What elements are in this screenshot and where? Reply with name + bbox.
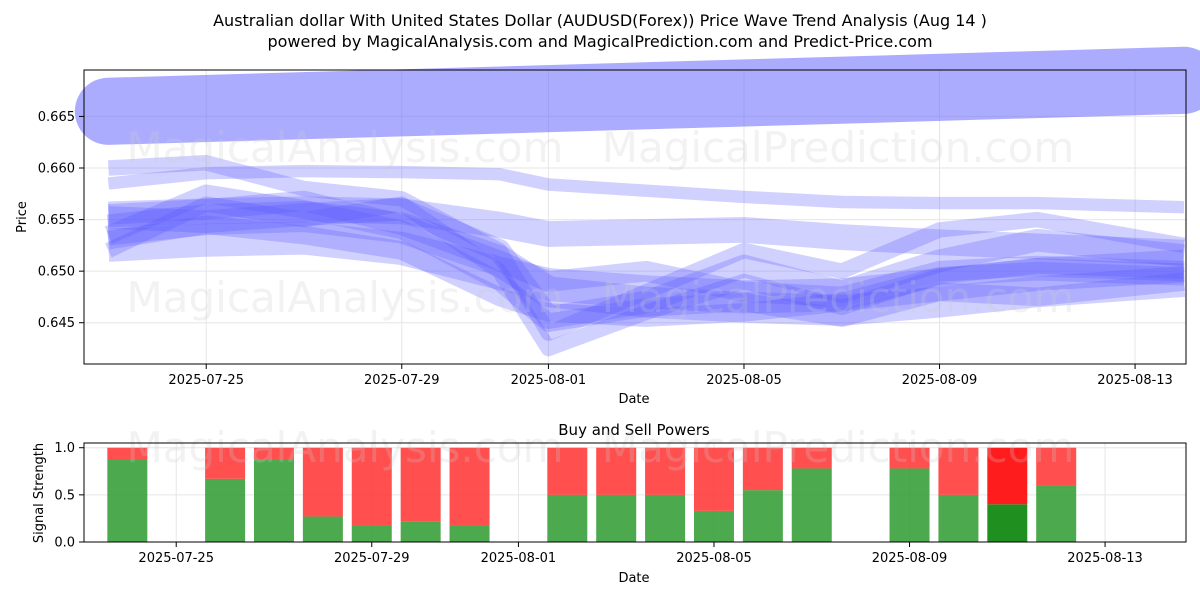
price-wave-series — [107, 190, 1185, 308]
price-wave-series — [74, 46, 1200, 145]
watermark-right: MagicalPrediction.com — [602, 123, 1075, 172]
watermark-left-2: MagicalAnalysis.com — [127, 273, 564, 322]
sell-bar — [645, 447, 686, 495]
buy-bar — [742, 490, 783, 542]
price-wave-series — [107, 196, 1185, 266]
buy-bar — [400, 521, 441, 542]
power-y-tick-label: 0.5 — [54, 488, 75, 503]
buy-bar — [987, 504, 1028, 542]
sell-bar — [1036, 447, 1077, 486]
price-x-tick-label: 2025-08-09 — [902, 373, 978, 388]
power-x-tick-label: 2025-08-05 — [676, 551, 752, 566]
buy-bar — [547, 494, 588, 542]
price-x-tick-label: 2025-08-13 — [1097, 373, 1173, 388]
price-x-tick-label: 2025-07-25 — [168, 373, 244, 388]
watermark-right-3: MagicalPrediction.com — [602, 423, 1075, 472]
power-y-tick-label: 0.0 — [54, 536, 75, 551]
sell-bar — [791, 447, 832, 469]
power-x-tick-label: 2025-08-01 — [481, 551, 557, 566]
buy-bar — [596, 494, 637, 542]
sell-bar — [987, 447, 1028, 505]
sell-bar — [693, 447, 734, 511]
buy-bar — [449, 525, 490, 542]
sell-bar — [596, 447, 637, 495]
power-chart-title: Buy and Sell Powers — [558, 421, 710, 439]
price-plot-frame — [83, 69, 1187, 365]
sell-bar — [302, 447, 343, 517]
power-y-axis-label: Signal Strength — [32, 443, 47, 543]
sell-bar — [351, 447, 392, 526]
power-bars — [107, 447, 1077, 542]
price-y-tick-label: 0.650 — [38, 265, 75, 280]
power-plot-frame — [83, 442, 1187, 543]
sell-bar — [400, 447, 441, 522]
price-wave-series — [107, 221, 1185, 314]
price-x-tick-label: 2025-08-01 — [511, 373, 587, 388]
chart-title-line1: Australian dollar With United States Dol… — [213, 11, 987, 30]
buy-bar — [1036, 485, 1077, 542]
price-y-tick-label: 0.655 — [38, 213, 75, 228]
buy-bar — [791, 468, 832, 542]
buy-bar — [302, 516, 343, 542]
price-x-tick-label: 2025-07-29 — [364, 373, 440, 388]
price-x-axis-label: Date — [618, 392, 649, 407]
buy-bar — [253, 459, 294, 542]
sell-bar — [205, 447, 246, 479]
price-y-tick-label: 0.665 — [38, 110, 75, 125]
power-y-tick-label: 1.0 — [54, 441, 75, 456]
price-waves — [74, 46, 1200, 357]
buy-bar — [645, 494, 686, 542]
buy-bar — [205, 478, 246, 542]
price-y-axis-label: Price — [15, 201, 30, 233]
buy-bar — [351, 525, 392, 542]
sell-bar — [742, 447, 783, 491]
price-wave-series — [107, 164, 1185, 214]
watermark-right-2: MagicalPrediction.com — [602, 273, 1075, 322]
power-x-tick-label: 2025-08-13 — [1067, 551, 1143, 566]
buy-bar — [107, 459, 148, 542]
chart-title-line2: powered by MagicalAnalysis.com and Magic… — [267, 32, 932, 51]
price-wave-series — [107, 155, 1186, 341]
power-x-axis-label: Date — [618, 571, 649, 586]
buy-bar — [938, 494, 979, 542]
buy-bar — [693, 510, 734, 542]
watermark-left-3: MagicalAnalysis.com — [127, 423, 564, 472]
watermark-left: MagicalAnalysis.com — [127, 123, 564, 172]
price-y-tick-label: 0.645 — [38, 316, 75, 331]
price-ticks: 2025-07-25 2025-07-29 2025-08-01 2025-08-05… — [38, 110, 1173, 388]
sell-bar — [253, 447, 294, 460]
price-wave-series — [106, 215, 1185, 327]
power-x-tick-label: 2025-07-29 — [334, 551, 410, 566]
price-wave-series — [106, 201, 1186, 326]
sell-bar — [107, 447, 148, 460]
power-ticks: 2025-07-25 2025-07-29 2025-08-01 2025-08-05… — [54, 441, 1143, 566]
price-wave-series — [105, 196, 1185, 357]
sell-bar — [938, 447, 979, 495]
buy-bar — [889, 468, 930, 542]
price-y-tick-label: 0.660 — [38, 162, 75, 177]
power-x-tick-label: 2025-07-25 — [138, 551, 214, 566]
price-wave-series — [104, 184, 1185, 332]
price-x-tick-label: 2025-08-05 — [706, 373, 782, 388]
power-x-tick-label: 2025-08-09 — [872, 551, 948, 566]
sell-bar — [889, 447, 930, 469]
price-wave-series — [107, 197, 1186, 329]
sell-bar — [449, 447, 490, 526]
sell-bar — [547, 447, 588, 495]
